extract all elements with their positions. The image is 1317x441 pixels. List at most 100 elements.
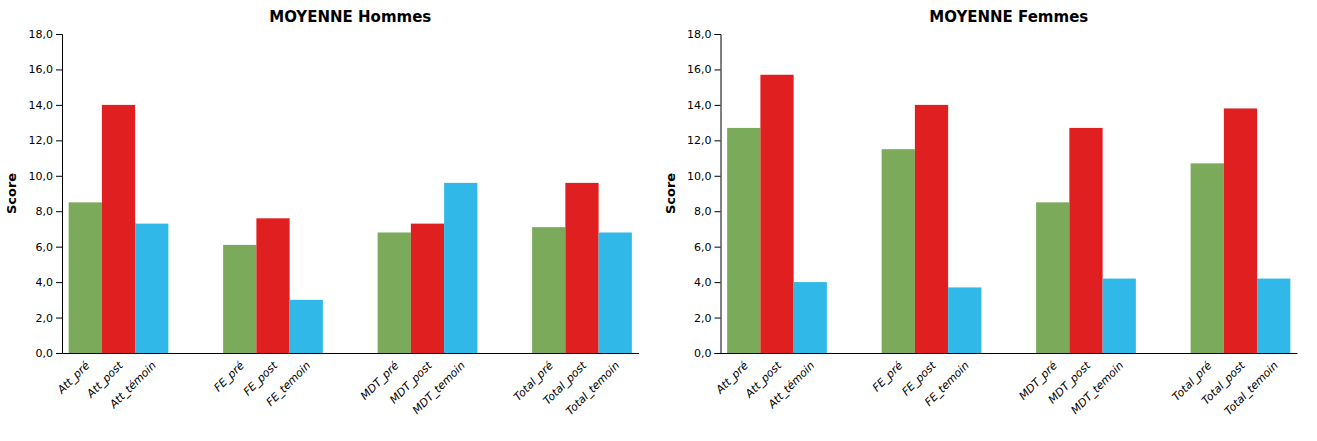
bar	[378, 232, 411, 353]
y-tick: 2,0	[694, 312, 721, 325]
y-tick-mark	[56, 247, 62, 248]
y-tick-label: 0,0	[36, 347, 54, 360]
y-tick: 18,0	[29, 28, 63, 41]
x-tick-label: Total_temoin	[1222, 359, 1281, 418]
y-tick: 8,0	[694, 205, 721, 218]
bar	[290, 300, 323, 353]
y-tick-mark	[715, 140, 721, 141]
bar	[565, 183, 598, 353]
bar	[915, 105, 948, 353]
y-tick-label: 18,0	[687, 28, 712, 41]
bar	[102, 105, 135, 353]
x-tick: Total_temoin	[563, 359, 622, 418]
bar	[599, 232, 632, 353]
title: MOYENNE Hommes	[269, 8, 431, 26]
bars	[727, 75, 1290, 353]
bar	[532, 227, 565, 353]
y-tick: 0,0	[36, 347, 63, 360]
bar	[760, 75, 793, 353]
bar	[1191, 163, 1224, 353]
bar	[135, 224, 168, 353]
y-tick-mark	[715, 247, 721, 248]
x-tick-label: Att_témoin	[106, 359, 158, 411]
y-tick: 2,0	[36, 312, 63, 325]
x-axis: Att_préAtt_postAtt_témoinFE_préFE_postFE…	[54, 354, 639, 418]
y-tick-label: 18,0	[29, 28, 54, 41]
bar	[1257, 279, 1290, 353]
y-tick-mark	[56, 140, 62, 141]
bar	[1069, 128, 1102, 353]
y-tick: 8,0	[36, 205, 63, 218]
y-tick-mark	[56, 282, 62, 283]
bar	[1224, 108, 1257, 353]
y-tick-label: 16,0	[687, 63, 712, 76]
y-tick: 12,0	[29, 134, 63, 147]
bar	[882, 149, 915, 353]
y-tick-label: 6,0	[36, 241, 54, 254]
y-tick-label: 6,0	[694, 241, 712, 254]
x-tick: FE_temoin	[264, 359, 314, 409]
bar	[948, 287, 981, 353]
bar	[69, 202, 102, 353]
y-tick-mark	[56, 211, 62, 212]
y-tick-label: 12,0	[29, 134, 54, 147]
y-tick-label: 10,0	[687, 170, 712, 183]
y-tick-mark	[715, 282, 721, 283]
y-tick: 0,0	[694, 347, 721, 360]
title: MOYENNE Femmes	[929, 8, 1088, 26]
bar	[444, 183, 477, 353]
x-tick: Att_témoin	[106, 359, 158, 411]
y-tick-label: 4,0	[36, 276, 54, 289]
y-tick-mark	[56, 69, 62, 70]
x-tick: Att_témoin	[765, 359, 817, 411]
y-tick: 10,0	[687, 170, 721, 183]
y-tick: 18,0	[687, 28, 721, 41]
x-tick: MDT_temoin	[1069, 359, 1127, 417]
y-tick: 16,0	[687, 63, 721, 76]
y-tick-mark	[715, 34, 721, 35]
x-tick-label: Att_témoin	[765, 359, 817, 411]
bar	[1103, 279, 1136, 353]
bars	[69, 105, 632, 353]
y-tick-label: 16,0	[29, 63, 54, 76]
x-tick: Total_temoin	[1222, 359, 1281, 418]
x-axis: Att_préAtt_postAtt_témoinFE_préFE_postFE…	[713, 354, 1298, 418]
y-axis-line	[56, 35, 63, 354]
y-axis-title: Score	[4, 173, 19, 214]
y-axis: 0,0 2,0 4,0 6,0 8,0 10,0 12,0 14,0 16,0 18,0	[29, 28, 63, 360]
x-axis-line	[63, 353, 640, 354]
x-tick: FE_temoin	[922, 359, 972, 409]
y-tick-mark	[56, 318, 62, 319]
y-tick-mark	[715, 176, 721, 177]
y-tick: 14,0	[687, 99, 721, 112]
x-tick: MDT_temoin	[410, 359, 468, 417]
y-tick: 12,0	[687, 134, 721, 147]
x-tick-label: MDT_temoin	[1069, 359, 1127, 417]
y-tick-label: 2,0	[694, 312, 712, 325]
y-tick-mark	[715, 105, 721, 106]
y-tick-label: 0,0	[694, 347, 712, 360]
bar	[256, 218, 289, 353]
y-tick-mark	[56, 105, 62, 106]
y-tick-label: 10,0	[29, 170, 54, 183]
panel: 0,02,04,06,08,010,012,014,016,018,0Att_p…	[663, 8, 1298, 418]
y-axis-line	[715, 35, 722, 354]
y-tick-mark	[715, 69, 721, 70]
chart-svg: 0,0 2,0 4,0 6,0 8,0 10,0 12,0 14,0 16,0 18,0 Att_p…	[0, 0, 1317, 441]
x-tick-label: FE_temoin	[922, 359, 972, 409]
y-tick-mark	[56, 353, 62, 354]
bar	[1036, 202, 1069, 353]
bar	[794, 282, 827, 353]
bar	[727, 128, 760, 353]
y-tick-mark	[715, 318, 721, 319]
bar	[411, 224, 444, 353]
y-tick-mark	[715, 211, 721, 212]
y-tick: 6,0	[694, 241, 721, 254]
y-tick-mark	[56, 34, 62, 35]
x-tick-label: FE_temoin	[264, 359, 314, 409]
y-tick: 4,0	[36, 276, 63, 289]
x-tick-label: Total_temoin	[563, 359, 622, 418]
panel: 0,0 2,0 4,0 6,0 8,0 10,0 12,0 14,0 16,0 18,0 Att_p…	[4, 8, 639, 418]
y-tick: 6,0	[36, 241, 63, 254]
y-tick: 14,0	[29, 99, 63, 112]
